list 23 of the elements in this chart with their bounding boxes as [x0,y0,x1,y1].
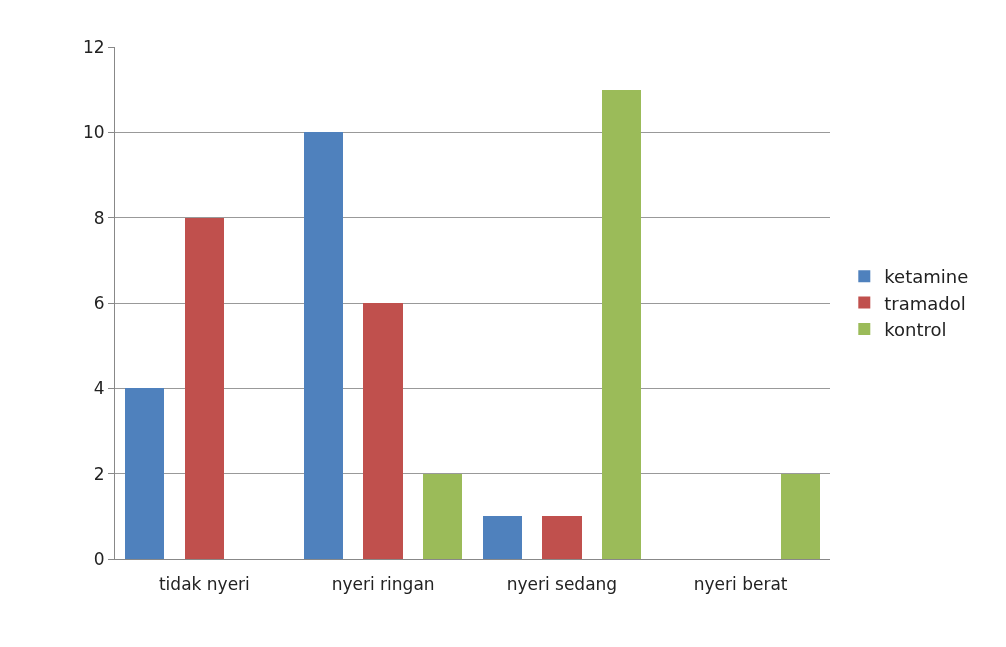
legend-label: tramadol [884,292,966,314]
bar [483,516,522,559]
bar [781,474,820,559]
legend-label: kontrol [884,319,947,341]
x-tick-label: nyeri berat [693,574,788,595]
y-tick-label: 4 [93,378,105,399]
y-tick-label: 8 [93,207,105,228]
bar [423,474,462,559]
bar [602,90,641,559]
x-tick-label: nyeri sedang [506,574,618,595]
y-tick-label: 2 [93,463,105,484]
bar [185,218,224,559]
y-tick-label: 10 [82,122,105,143]
bar [363,303,403,559]
y-tick-label: 6 [93,292,105,313]
bar [125,388,164,559]
legend-label: ketamine [884,266,969,288]
x-tick-label: tidak nyeri [158,574,250,595]
bar [304,132,343,559]
x-tick-label: nyeri ringan [331,574,435,595]
y-tick-label: 0 [93,548,105,569]
y-tick-label: 12 [82,36,105,57]
bar [542,516,582,559]
